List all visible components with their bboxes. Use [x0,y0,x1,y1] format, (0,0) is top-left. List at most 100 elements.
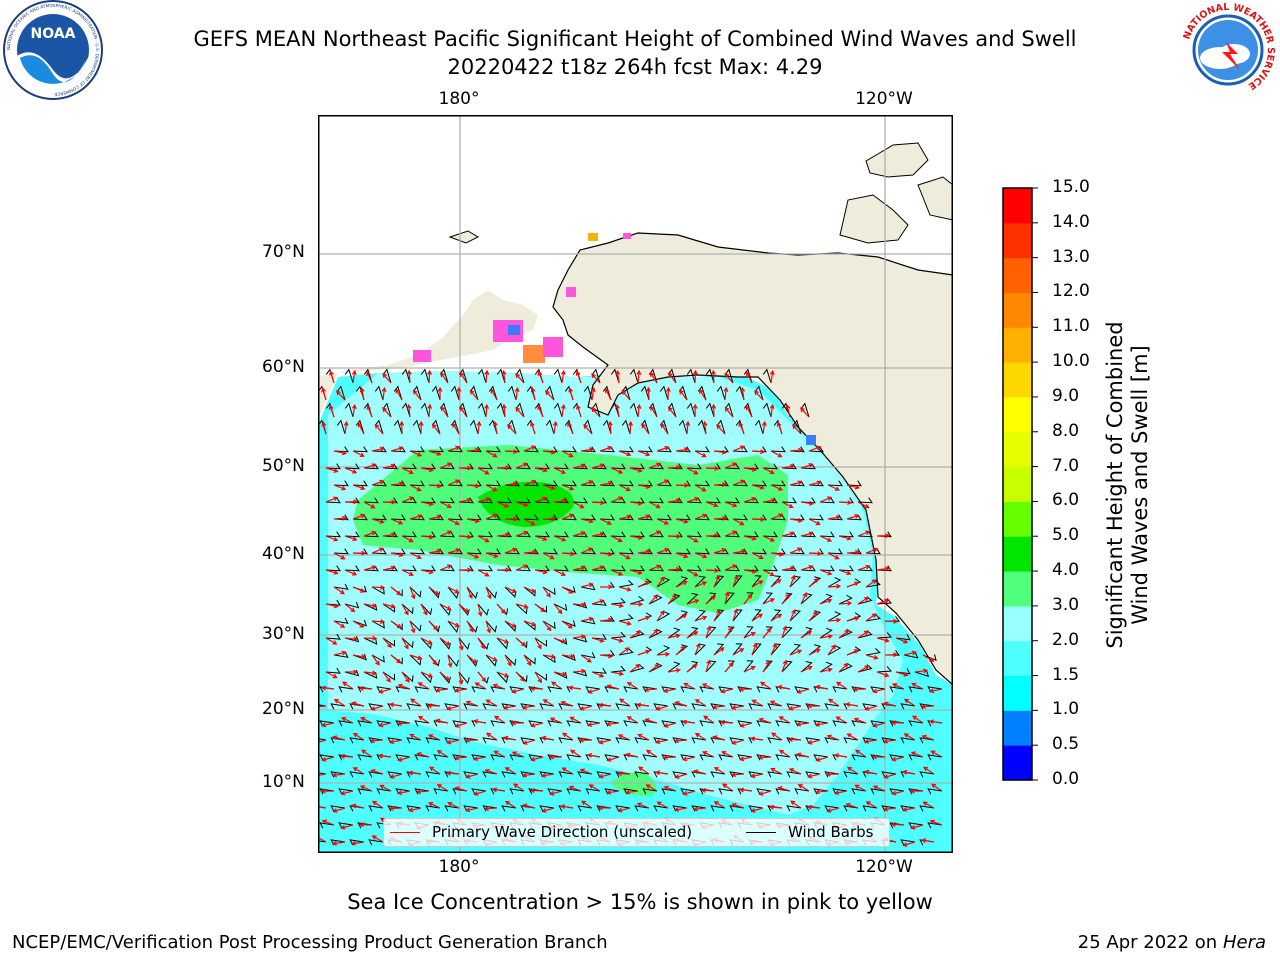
wave-direction-arrow [667,406,677,418]
wave-direction-arrow [891,683,905,690]
wave-direction-arrow [504,547,518,554]
wave-direction-arrow [332,735,346,741]
wave-direction-arrow [770,578,782,588]
wave-direction-arrow [750,807,764,813]
wind-barb [762,497,778,504]
wind-barb [520,737,536,744]
wave-direction-arrow [599,653,614,659]
colorbar-cell [1003,675,1032,711]
wave-direction-arrow [624,789,639,795]
wind-barb [352,480,368,487]
wave-direction-arrow [865,613,877,622]
wind-barb [800,626,813,639]
wave-direction-arrow [359,785,373,792]
wind-barb [401,603,414,615]
wave-direction-arrow [485,654,498,662]
wave-direction-arrow [484,403,490,418]
wind-barb [756,686,772,693]
wave-direction-arrow [485,586,492,600]
wind-barb [705,402,715,418]
wave-direction-arrow [420,637,433,645]
wind-barb [349,771,365,778]
wave-direction-arrow [491,787,506,793]
wind-barb [672,771,688,778]
wave-direction-arrow [751,449,766,455]
wave-direction-arrow [363,501,376,509]
wave-direction-arrow [929,688,943,694]
wave-direction-arrow [762,627,772,639]
wave-direction-arrow [667,498,682,504]
wind-barb [515,565,531,572]
wind-barb [463,771,479,778]
wave-direction-arrow [409,620,416,634]
wave-direction-arrow [807,773,821,779]
wave-direction-arrow [762,498,777,504]
wind-barb [762,660,773,673]
wave-direction-arrow [864,769,878,775]
wave-direction-arrow [857,596,870,605]
wave-direction-arrow [781,625,788,639]
wave-direction-arrow [388,805,403,811]
wind-barb [653,703,669,710]
wave-direction-arrow [825,771,840,777]
wave-direction-arrow [648,594,659,605]
wind-barb [401,637,414,649]
wave-direction-arrow [884,619,899,624]
wave-direction-arrow [929,819,943,826]
wind-barb [482,771,498,778]
wave-direction-arrow [344,467,358,474]
wind-barb [414,686,430,693]
wind-barb [496,368,506,384]
wave-direction-arrow [464,737,479,743]
wind-barb [572,635,588,643]
wave-direction-arrow [427,369,432,384]
wave-direction-arrow [459,371,468,384]
wave-direction-arrow [705,501,719,508]
wave-direction-arrow [417,682,430,690]
wind-barb [870,686,886,693]
wind-barb [558,703,574,710]
wave-direction-arrow [445,770,460,776]
wind-barb [458,637,470,651]
wave-direction-arrow [374,423,384,435]
wave-direction-arrow [572,565,586,571]
wind-barb [800,565,816,572]
wave-direction-arrow [739,722,753,728]
wave-direction-arrow [724,591,730,605]
wave-direction-arrow [363,463,377,469]
wind-barb [545,385,555,401]
wind-barb [843,805,859,812]
wind-barb [762,402,772,418]
wave-direction-arrow [534,496,548,503]
wind-barb [382,531,398,538]
wind-barb [515,368,525,384]
wind-barb [580,548,596,555]
wave-direction-arrow [570,749,582,758]
wave-direction-arrow [401,569,414,576]
wind-barb [919,703,935,710]
wind-barb [471,788,487,795]
wave-direction-arrow [650,405,658,418]
wind-barb [488,385,498,401]
wind-barb [338,822,354,829]
wave-direction-arrow [743,593,753,605]
wave-direction-arrow [598,773,612,779]
wave-direction-arrow [447,801,460,809]
wave-direction-arrow [420,603,428,616]
wind-barb [618,548,634,555]
lat-label-70n: 70°N [262,242,305,262]
wave-direction-arrow [496,532,511,538]
wind-barb [675,514,691,521]
wave-direction-arrow [485,484,498,492]
wind-barb [349,737,365,744]
wind-barb [922,654,937,662]
wave-direction-arrow [655,705,669,711]
wind-barb [596,771,612,778]
wave-direction-arrow [644,718,658,724]
wind-barb [743,660,754,673]
wave-direction-arrow [656,576,665,588]
wind-barb [762,565,778,572]
wind-barb [748,805,764,812]
wind-barb [724,402,734,418]
wind-barb [409,586,422,598]
